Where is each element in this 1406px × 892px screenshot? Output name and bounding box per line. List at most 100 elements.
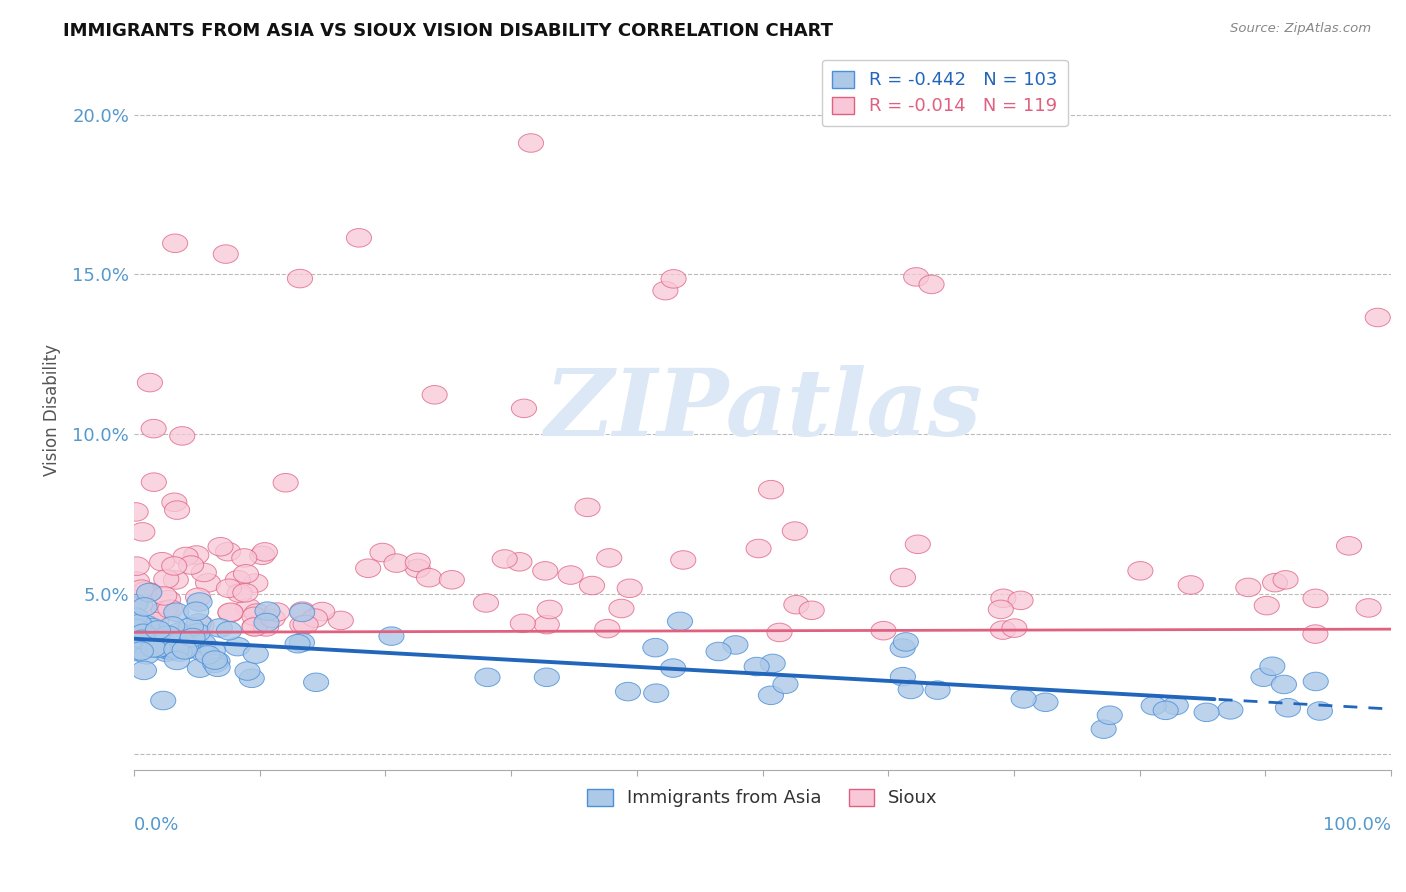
Ellipse shape (131, 585, 156, 604)
Ellipse shape (233, 583, 257, 602)
Ellipse shape (508, 552, 531, 571)
Ellipse shape (128, 596, 152, 614)
Ellipse shape (644, 684, 669, 702)
Ellipse shape (898, 681, 924, 698)
Ellipse shape (510, 614, 536, 632)
Ellipse shape (138, 582, 163, 601)
Ellipse shape (575, 498, 600, 516)
Ellipse shape (163, 234, 187, 252)
Ellipse shape (160, 616, 184, 635)
Ellipse shape (132, 625, 157, 644)
Ellipse shape (122, 594, 148, 613)
Ellipse shape (235, 662, 260, 681)
Ellipse shape (1091, 720, 1116, 739)
Ellipse shape (146, 639, 172, 657)
Ellipse shape (134, 646, 159, 665)
Ellipse shape (138, 374, 163, 392)
Ellipse shape (153, 601, 179, 620)
Ellipse shape (904, 268, 929, 286)
Ellipse shape (145, 621, 170, 640)
Ellipse shape (512, 399, 537, 417)
Ellipse shape (534, 615, 560, 634)
Text: ZIPatlas: ZIPatlas (544, 365, 981, 455)
Ellipse shape (218, 603, 243, 622)
Ellipse shape (252, 542, 277, 561)
Ellipse shape (208, 538, 233, 556)
Ellipse shape (439, 571, 464, 589)
Ellipse shape (596, 549, 621, 567)
Ellipse shape (186, 624, 211, 642)
Ellipse shape (245, 604, 270, 623)
Ellipse shape (1263, 574, 1288, 592)
Ellipse shape (706, 642, 731, 661)
Ellipse shape (157, 600, 183, 618)
Ellipse shape (162, 493, 187, 511)
Ellipse shape (595, 619, 620, 638)
Ellipse shape (761, 654, 786, 673)
Ellipse shape (184, 602, 209, 621)
Ellipse shape (122, 607, 148, 626)
Ellipse shape (1303, 589, 1329, 607)
Ellipse shape (1272, 571, 1298, 589)
Ellipse shape (205, 658, 231, 676)
Text: 0.0%: 0.0% (134, 816, 180, 835)
Ellipse shape (124, 557, 149, 575)
Ellipse shape (652, 281, 678, 300)
Ellipse shape (253, 617, 278, 636)
Ellipse shape (290, 615, 315, 634)
Ellipse shape (150, 691, 176, 710)
Ellipse shape (254, 602, 280, 620)
Ellipse shape (143, 612, 169, 631)
Ellipse shape (920, 275, 943, 293)
Ellipse shape (156, 591, 181, 609)
Ellipse shape (1236, 578, 1261, 597)
Ellipse shape (474, 594, 499, 612)
Ellipse shape (176, 636, 201, 655)
Ellipse shape (870, 622, 896, 640)
Ellipse shape (242, 617, 267, 636)
Ellipse shape (243, 645, 269, 664)
Ellipse shape (609, 599, 634, 618)
Ellipse shape (217, 622, 242, 640)
Ellipse shape (1254, 597, 1279, 615)
Ellipse shape (163, 640, 188, 658)
Ellipse shape (1308, 702, 1333, 720)
Ellipse shape (149, 552, 174, 571)
Ellipse shape (534, 668, 560, 687)
Ellipse shape (537, 600, 562, 619)
Ellipse shape (131, 634, 156, 652)
Ellipse shape (1128, 562, 1153, 580)
Ellipse shape (1271, 675, 1296, 694)
Ellipse shape (668, 612, 693, 631)
Ellipse shape (127, 630, 152, 648)
Ellipse shape (1218, 700, 1243, 719)
Ellipse shape (925, 681, 950, 699)
Ellipse shape (155, 626, 180, 644)
Ellipse shape (187, 593, 212, 611)
Ellipse shape (165, 500, 190, 519)
Ellipse shape (264, 603, 290, 622)
Ellipse shape (328, 611, 353, 630)
Ellipse shape (1355, 599, 1381, 617)
Ellipse shape (195, 574, 221, 592)
Ellipse shape (558, 566, 583, 584)
Ellipse shape (250, 546, 274, 565)
Ellipse shape (782, 522, 807, 541)
Ellipse shape (643, 639, 668, 657)
Ellipse shape (153, 635, 179, 654)
Ellipse shape (758, 481, 783, 499)
Ellipse shape (273, 474, 298, 492)
Ellipse shape (186, 614, 211, 632)
Ellipse shape (142, 639, 166, 657)
Ellipse shape (163, 571, 188, 590)
Ellipse shape (290, 603, 315, 622)
Ellipse shape (215, 542, 240, 561)
Ellipse shape (744, 657, 769, 676)
Ellipse shape (287, 269, 312, 288)
Ellipse shape (207, 619, 232, 637)
Ellipse shape (141, 419, 166, 438)
Text: 100.0%: 100.0% (1323, 816, 1391, 835)
Ellipse shape (616, 682, 641, 701)
Ellipse shape (661, 659, 686, 677)
Ellipse shape (184, 546, 209, 565)
